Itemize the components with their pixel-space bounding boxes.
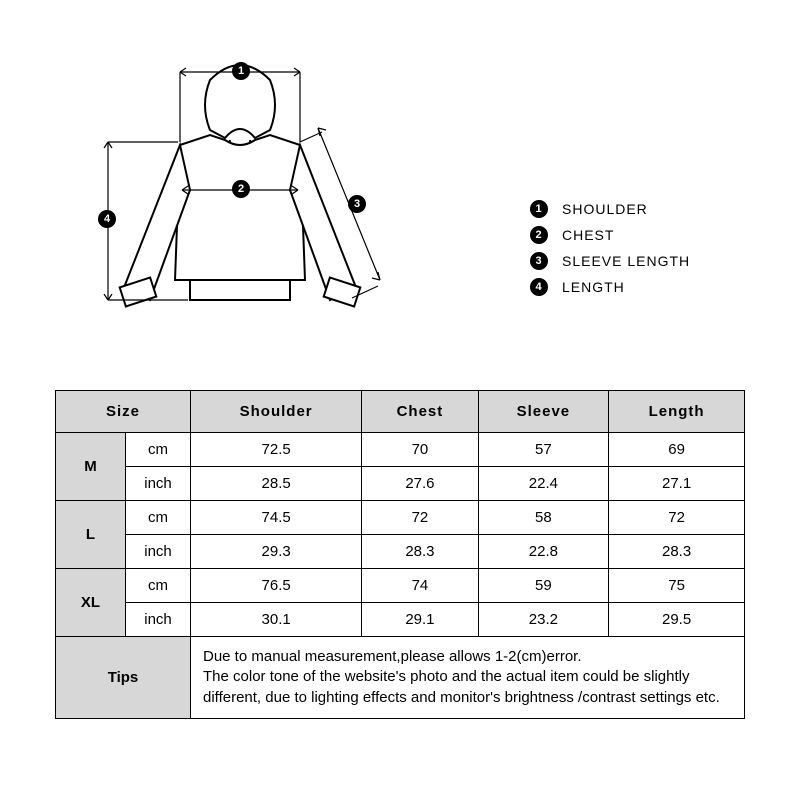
hoodie-diagram: 1 2 3 4: [70, 50, 410, 360]
cell-value: 72.5: [191, 433, 362, 467]
cell-value: 70: [362, 433, 478, 467]
unit-label: cm: [126, 569, 191, 603]
legend-label: CHEST: [562, 227, 614, 243]
size-m-label: M: [56, 433, 126, 501]
tips-label: Tips: [56, 637, 191, 719]
header-sleeve: Sleeve: [478, 391, 609, 433]
header-size: Size: [56, 391, 191, 433]
legend-num-icon: 1: [530, 200, 548, 218]
cell-value: 72: [609, 501, 745, 535]
cell-value: 74: [362, 569, 478, 603]
size-xl-label: XL: [56, 569, 126, 637]
table-row: M cm 72.5 70 57 69: [56, 433, 745, 467]
legend-label: SHOULDER: [562, 201, 648, 217]
legend-row: 3 SLEEVE LENGTH: [530, 252, 690, 270]
diagram-badge-3: 3: [348, 195, 366, 213]
legend-num-icon: 4: [530, 278, 548, 296]
cell-value: 28.5: [191, 467, 362, 501]
table-row: inch 30.1 29.1 23.2 29.5: [56, 603, 745, 637]
diagram-badge-1: 1: [232, 62, 250, 80]
cell-value: 27.6: [362, 467, 478, 501]
header-length: Length: [609, 391, 745, 433]
cell-value: 23.2: [478, 603, 609, 637]
cell-value: 22.8: [478, 535, 609, 569]
tips-text: Due to manual measurement,please allows …: [191, 637, 745, 719]
table-header-row: Size Shoulder Chest Sleeve Length: [56, 391, 745, 433]
cell-value: 28.3: [362, 535, 478, 569]
measurement-legend: 1 SHOULDER 2 CHEST 3 SLEEVE LENGTH 4 LEN…: [530, 200, 690, 304]
unit-label: inch: [126, 603, 191, 637]
cell-value: 22.4: [478, 467, 609, 501]
legend-row: 2 CHEST: [530, 226, 690, 244]
header-chest: Chest: [362, 391, 478, 433]
unit-label: cm: [126, 501, 191, 535]
cell-value: 59: [478, 569, 609, 603]
legend-num-icon: 2: [530, 226, 548, 244]
cell-value: 29.1: [362, 603, 478, 637]
cell-value: 29.5: [609, 603, 745, 637]
table-row: XL cm 76.5 74 59 75: [56, 569, 745, 603]
diagram-badge-4: 4: [98, 210, 116, 228]
legend-row: 1 SHOULDER: [530, 200, 690, 218]
table-row: L cm 74.5 72 58 72: [56, 501, 745, 535]
unit-label: cm: [126, 433, 191, 467]
diagram-badge-2: 2: [232, 180, 250, 198]
table-row: inch 28.5 27.6 22.4 27.1: [56, 467, 745, 501]
legend-num-icon: 3: [530, 252, 548, 270]
tips-row: Tips Due to manual measurement,please al…: [56, 637, 745, 719]
size-chart-table: Size Shoulder Chest Sleeve Length M cm 7…: [55, 390, 745, 719]
cell-value: 74.5: [191, 501, 362, 535]
table-row: inch 29.3 28.3 22.8 28.3: [56, 535, 745, 569]
cell-value: 27.1: [609, 467, 745, 501]
unit-label: inch: [126, 467, 191, 501]
size-l-label: L: [56, 501, 126, 569]
cell-value: 29.3: [191, 535, 362, 569]
cell-value: 72: [362, 501, 478, 535]
legend-label: LENGTH: [562, 279, 625, 295]
legend-label: SLEEVE LENGTH: [562, 253, 690, 269]
unit-label: inch: [126, 535, 191, 569]
cell-value: 28.3: [609, 535, 745, 569]
cell-value: 76.5: [191, 569, 362, 603]
cell-value: 30.1: [191, 603, 362, 637]
cell-value: 69: [609, 433, 745, 467]
cell-value: 57: [478, 433, 609, 467]
header-shoulder: Shoulder: [191, 391, 362, 433]
cell-value: 75: [609, 569, 745, 603]
cell-value: 58: [478, 501, 609, 535]
legend-row: 4 LENGTH: [530, 278, 690, 296]
